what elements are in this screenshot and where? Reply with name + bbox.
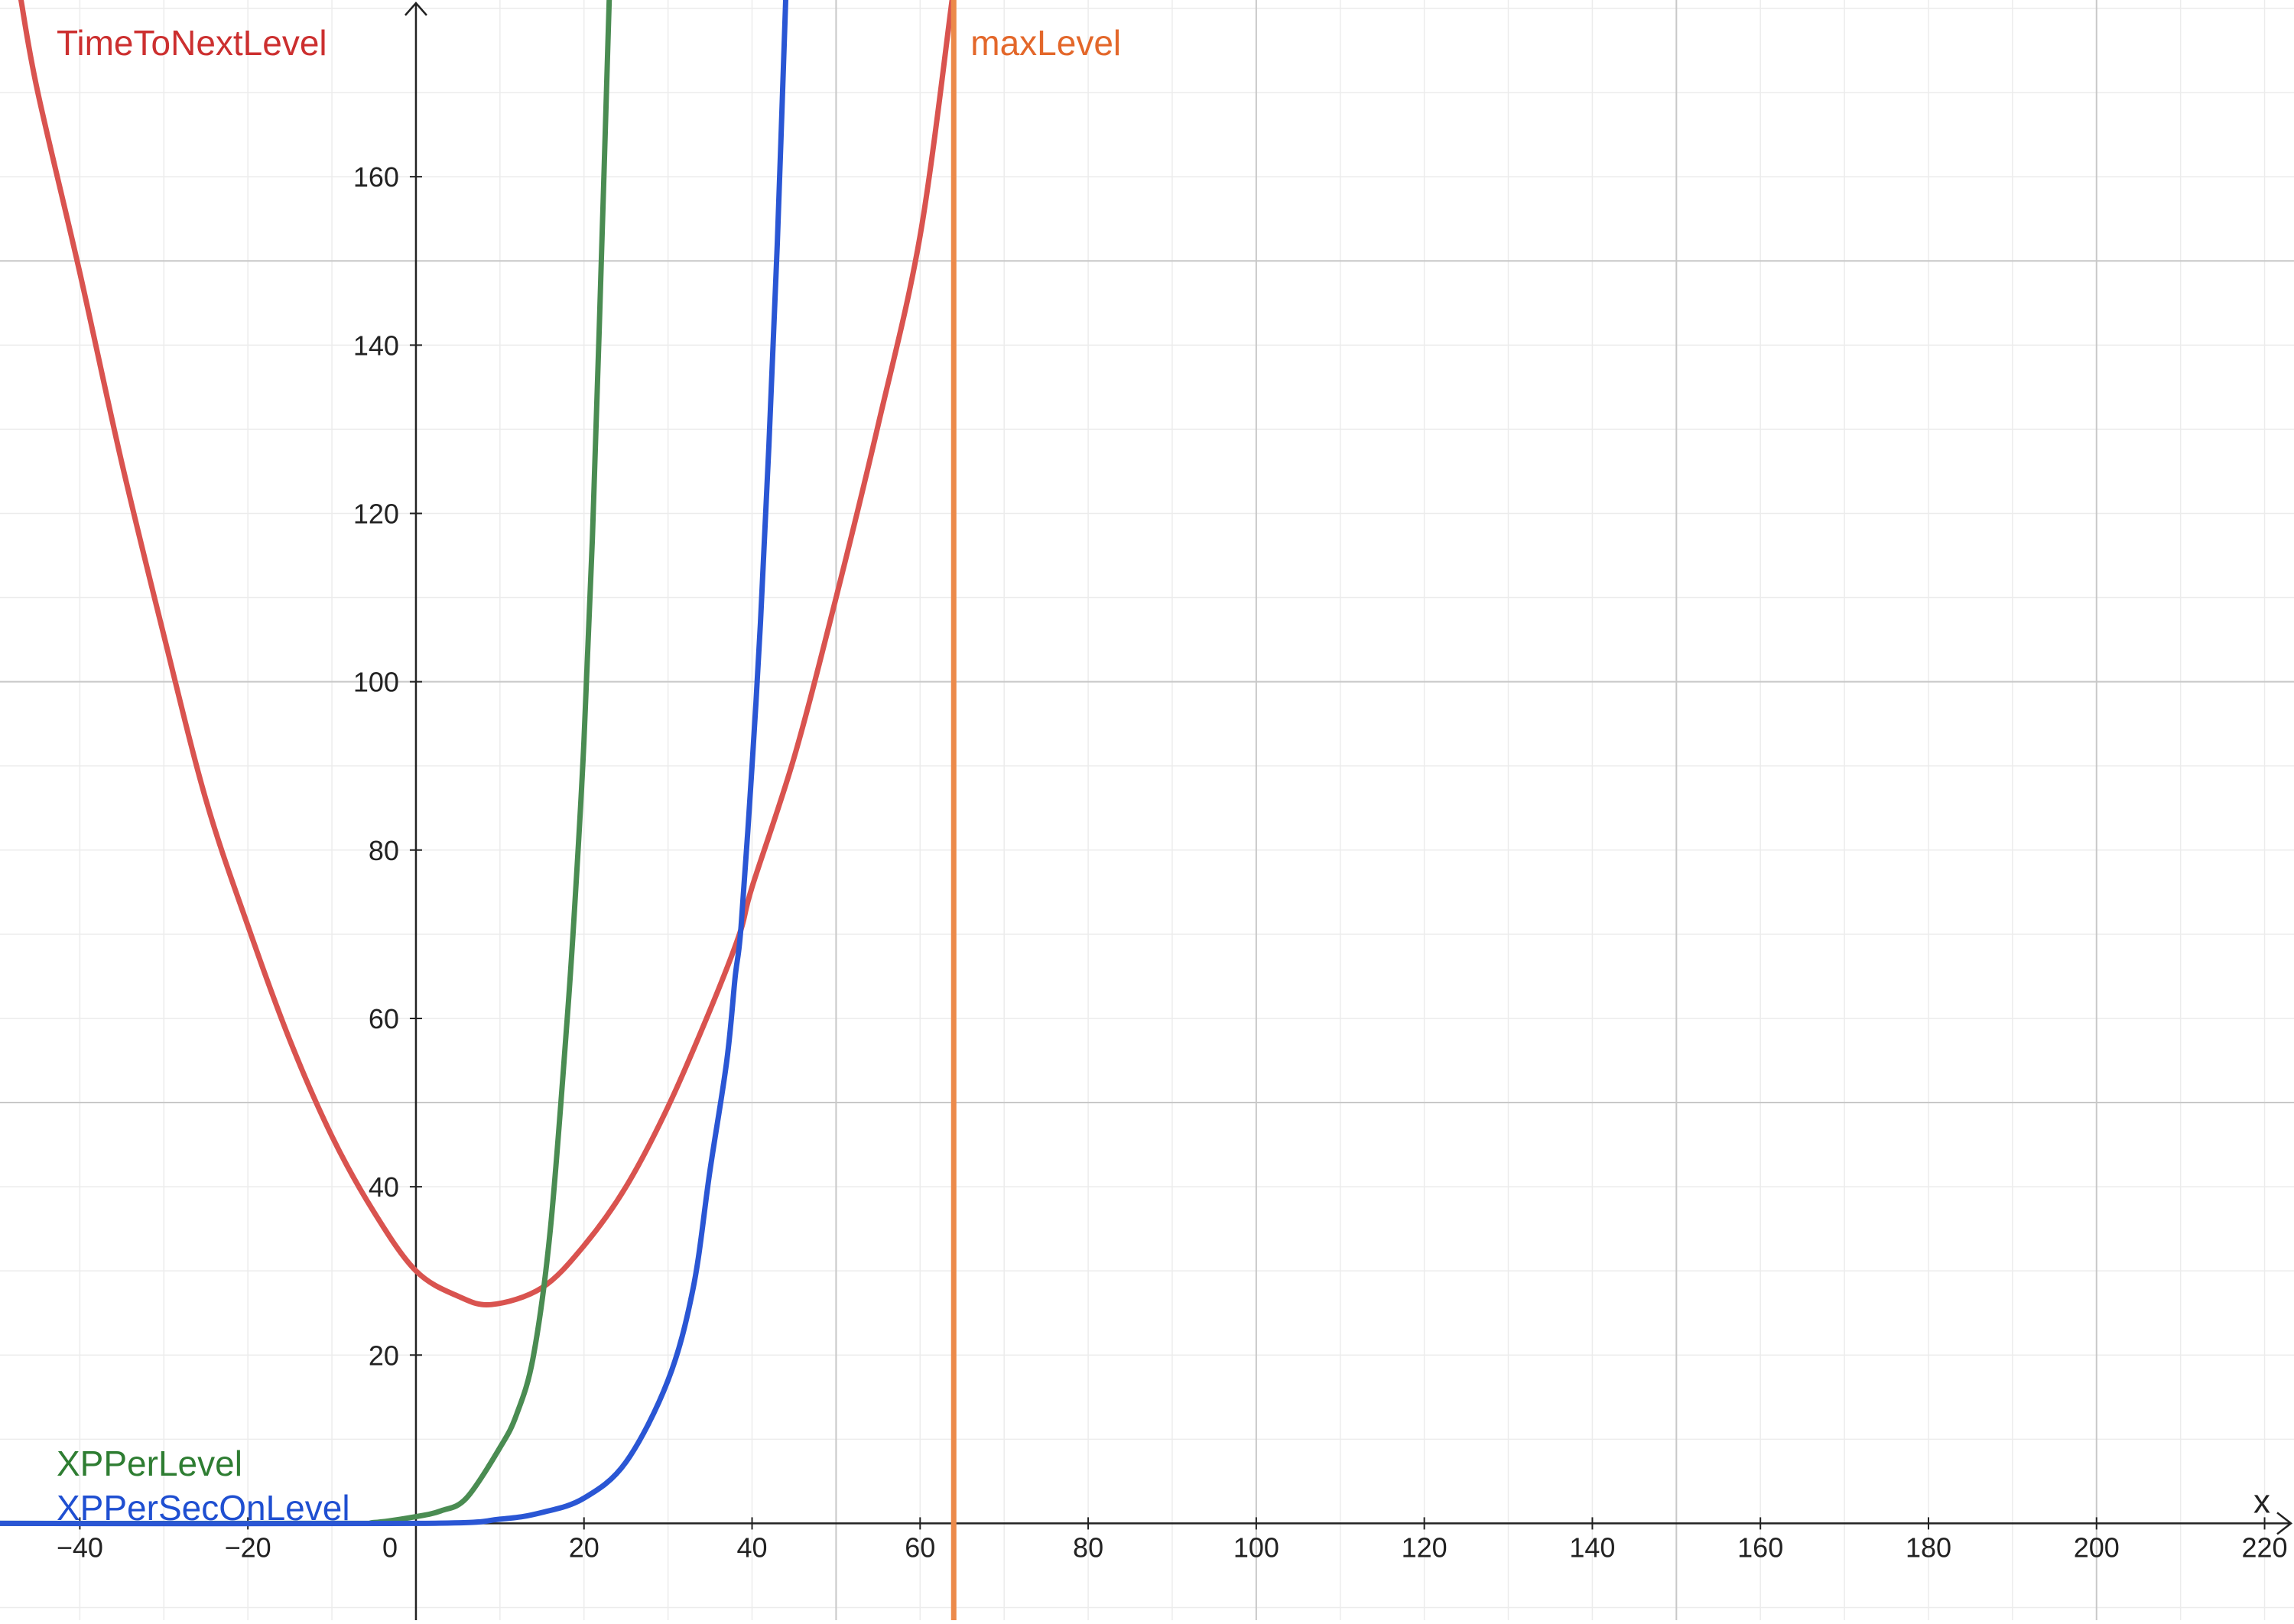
axis-ticks: −40 −20 0 20 40 60 80 100 120 140 160 180 200 220 20 40… xyxy=(57,161,2288,1563)
x-tick-label: 160 xyxy=(1737,1531,1783,1563)
y-tick-label: 100 xyxy=(353,667,399,698)
y-tick-label: 60 xyxy=(369,1003,399,1034)
y-tick-label: 140 xyxy=(353,330,399,361)
y-tick-label: 160 xyxy=(353,161,399,193)
x-tick-label: 200 xyxy=(2074,1531,2120,1563)
max-level-label: maxLevel xyxy=(970,23,1121,63)
x-tick-label: 60 xyxy=(905,1531,935,1563)
x-tick-label: 180 xyxy=(1906,1531,1951,1563)
y-tick-label: 120 xyxy=(353,498,399,529)
xp-per-sec-on-level-label: XPPerSecOnLevel xyxy=(57,1488,350,1528)
y-axis-arrow xyxy=(405,2,427,16)
x-tick-label: 40 xyxy=(736,1531,767,1563)
y-tick-label: 80 xyxy=(369,835,399,866)
x-tick-label: 0 xyxy=(382,1531,398,1563)
time-to-next-level-label: TimeToNextLevel xyxy=(57,23,327,63)
xpper-level-curve[interactable] xyxy=(0,0,612,1526)
xpper-sec-on-level-curve[interactable] xyxy=(0,0,788,1527)
x-tick-label: 220 xyxy=(2241,1531,2287,1563)
x-tick-label: 80 xyxy=(1073,1531,1103,1563)
y-tick-label: 20 xyxy=(369,1340,399,1371)
x-tick-label: 100 xyxy=(1233,1531,1279,1563)
x-tick-label: 140 xyxy=(1569,1531,1615,1563)
xp-per-level-label: XPPerLevel xyxy=(57,1444,242,1483)
x-tick-label: −40 xyxy=(57,1531,103,1563)
y-tick-label: 40 xyxy=(369,1171,399,1203)
curves xyxy=(0,0,957,1620)
x-axis-name: x xyxy=(2253,1483,2270,1520)
function-labels: TimeToNextLevel XPPerLevel XPPerSecOnLevel… xyxy=(57,23,1121,1528)
x-tick-label: −20 xyxy=(225,1531,271,1563)
x-tick-label: 120 xyxy=(1402,1531,1448,1563)
x-tick-label: 20 xyxy=(569,1531,599,1563)
time-to-next-level-curve[interactable] xyxy=(18,0,955,1308)
x-axis-arrow xyxy=(2276,1512,2293,1535)
